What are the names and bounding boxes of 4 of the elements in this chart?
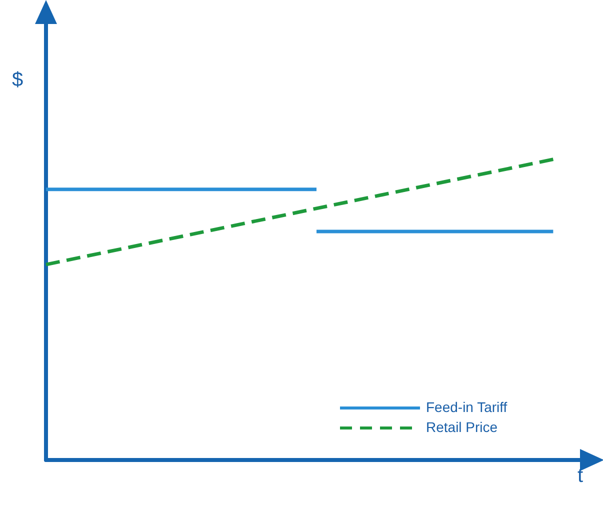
legend-label: Retail Price [426, 419, 498, 435]
legend-label: Feed-in Tariff [426, 399, 508, 415]
y-axis-title: $ [12, 69, 24, 91]
x-axis-title: t [577, 465, 584, 487]
